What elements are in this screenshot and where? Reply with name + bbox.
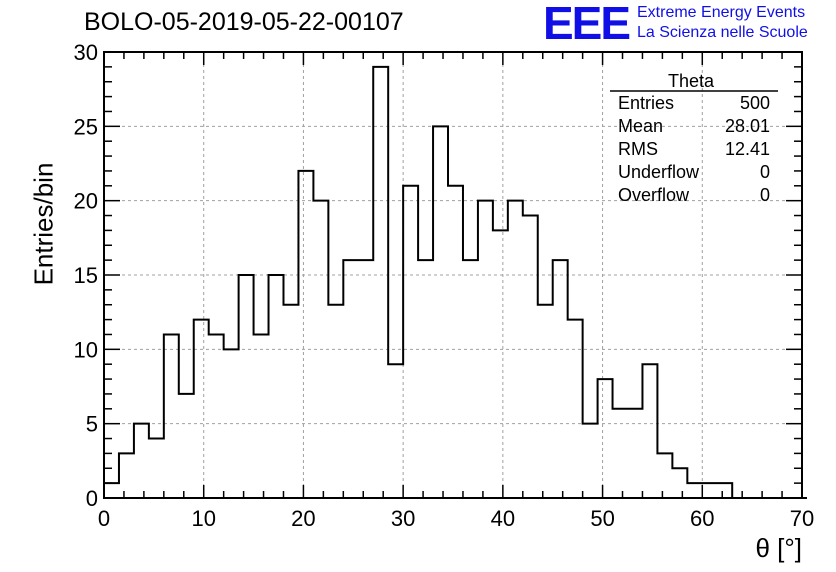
x-tick-label: 50 [590,506,614,531]
histogram-bin [254,334,269,498]
histogram-bin [538,305,553,498]
eee-logo: EEE [543,0,631,49]
histogram-bin [134,424,149,498]
histogram-bin [239,275,254,498]
stats-entries-label: Entries [618,93,675,113]
brand-line-1: Extreme Energy Events [637,4,806,21]
stats-underflow-label: Underflow [618,162,700,182]
y-tick-label: 0 [86,486,98,511]
histogram-bin [433,126,448,498]
histogram-bin [583,424,598,498]
histogram-bin [164,334,179,498]
histogram-outline [103,65,807,499]
stats-underflow-value: 0 [759,162,770,182]
y-tick-label: 10 [74,337,98,362]
stats-overflow-value: 0 [759,185,770,205]
histogram-bin [298,171,313,498]
histogram-bin [388,364,403,498]
histogram-bin [598,379,613,498]
histogram-bin [179,394,194,498]
histogram-bin [328,305,343,498]
stats-entries-value: 500 [739,93,770,113]
histogram-bin [687,483,702,498]
histogram-bin [194,320,209,498]
histogram-bin [343,260,358,498]
x-tick-label: 70 [790,506,814,531]
x-tick-label: 0 [98,506,110,531]
histogram-bin [493,230,508,498]
histogram-bin [553,260,568,498]
histogram-bin [628,409,643,498]
histogram-bin [448,186,463,498]
stats-overflow-label: Overflow [618,185,690,205]
histogram-bin [657,453,672,498]
histogram-bin [104,483,119,498]
histogram-bin [358,260,373,498]
histogram-bin [642,364,657,498]
histogram-bin [119,453,134,498]
y-tick-label: 25 [74,114,98,139]
x-tick-label: 10 [191,506,215,531]
stats-rms-value: 12.41 [724,139,770,159]
stats-rms-label: RMS [618,139,658,159]
histogram-bin [463,260,478,498]
histogram-bin [568,320,583,498]
chart-title: BOLO-05-2019-05-22-00107 [84,8,404,36]
y-tick-label: 20 [74,189,98,214]
x-tick-label: 30 [391,506,415,531]
stats-mean-value: 28.01 [724,116,770,136]
histogram-bin [373,67,388,498]
y-tick-label: 30 [74,40,98,65]
histogram-bin [717,483,732,498]
x-tick-label: 40 [491,506,515,531]
y-tick-label: 15 [74,263,98,288]
histogram-bin [672,468,687,498]
x-axis-label: θ [°] [755,533,802,563]
x-tick-label: 60 [690,506,714,531]
histogram-bin [702,483,717,498]
histogram-bin [209,334,224,498]
brand-line-2: La Scienza nelle Scuole [637,24,808,41]
stats-box-title: Theta [668,71,715,91]
histogram-bin [523,216,538,498]
x-tick-label: 20 [291,506,315,531]
y-tick-label: 5 [86,412,98,437]
histogram-bin [613,409,628,498]
histogram-bin [418,260,433,498]
histogram-bin [149,439,164,498]
histogram-bin [283,305,298,498]
histogram-bin [403,186,418,498]
histogram-bin [269,275,284,498]
stats-mean-label: Mean [618,116,664,136]
y-axis-label: Entries/bin [28,162,59,286]
